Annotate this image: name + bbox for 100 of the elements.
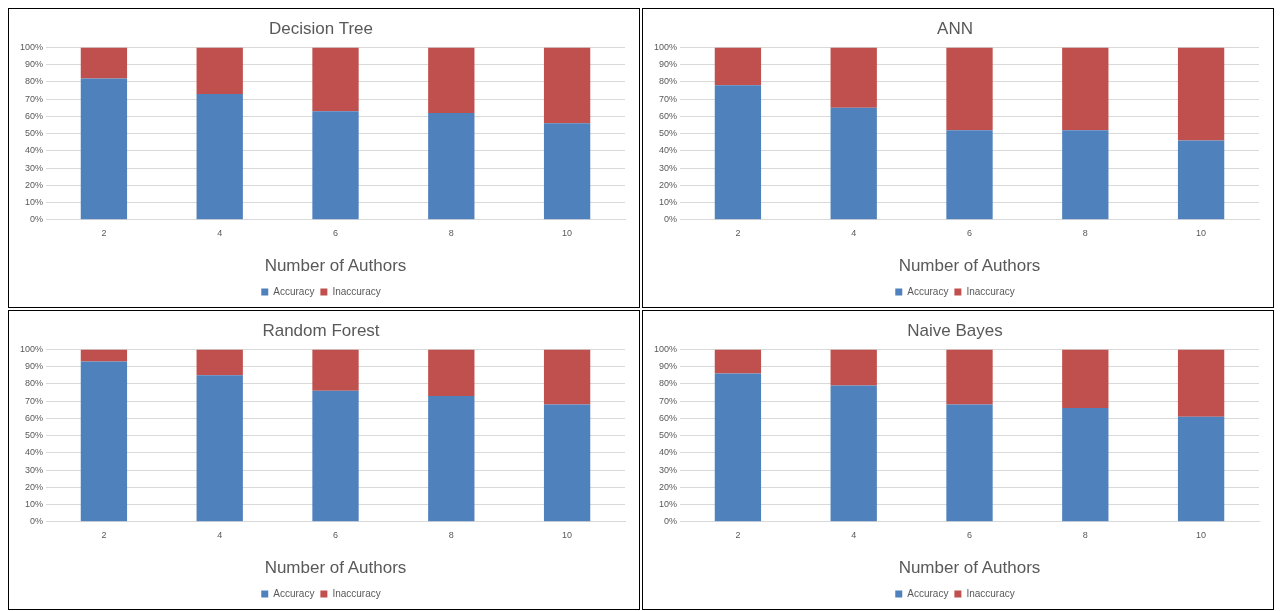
chart-title: Random Forest xyxy=(262,320,380,340)
bar xyxy=(830,349,877,386)
legend-label: Accuracy xyxy=(273,285,315,297)
bar xyxy=(714,47,762,86)
x-tick-label: 4 xyxy=(851,227,857,238)
bar xyxy=(714,349,762,374)
x-axis-title: Number of Authors xyxy=(264,256,407,276)
bar xyxy=(196,349,243,376)
x-tick-label: 2 xyxy=(735,529,741,540)
y-tick-label: 20% xyxy=(659,179,678,190)
bar xyxy=(428,47,475,113)
y-tick-label: 70% xyxy=(25,395,44,406)
x-tick-label: 4 xyxy=(851,529,857,540)
y-tick-label: 50% xyxy=(25,430,44,441)
bar xyxy=(196,375,243,522)
bar xyxy=(946,130,993,220)
x-tick-label: 4 xyxy=(217,227,223,238)
x-tick-label: 10 xyxy=(1196,529,1207,540)
y-tick-label: 60% xyxy=(25,110,44,121)
bar xyxy=(312,111,359,220)
bar xyxy=(714,85,762,220)
chart-title: Naive Bayes xyxy=(907,320,1003,340)
y-tick-label: 50% xyxy=(25,128,44,139)
y-tick-label: 20% xyxy=(659,481,678,492)
y-tick-label: 20% xyxy=(25,179,44,190)
y-tick-label: 30% xyxy=(659,162,678,173)
bar xyxy=(1177,349,1225,417)
x-tick-label: 8 xyxy=(448,227,454,238)
bar xyxy=(80,361,128,522)
y-tick-label: 40% xyxy=(659,447,678,458)
y-tick-label: 50% xyxy=(659,128,678,139)
x-tick-label: 4 xyxy=(217,529,223,540)
bar xyxy=(428,349,475,396)
y-tick-label: 30% xyxy=(659,464,678,475)
legend-label: Accuracy xyxy=(273,587,315,599)
legend-label: Accuracy xyxy=(907,587,949,599)
y-tick-label: 70% xyxy=(25,93,44,104)
y-tick-label: 90% xyxy=(25,59,44,70)
y-tick-label: 40% xyxy=(659,145,678,156)
bar xyxy=(1062,349,1109,409)
bar xyxy=(1177,416,1225,522)
y-tick-label: 30% xyxy=(25,464,44,475)
bar xyxy=(543,404,591,522)
x-axis-title: Number of Authors xyxy=(264,558,407,578)
y-tick-label: 80% xyxy=(25,378,44,389)
bar xyxy=(80,47,128,79)
bar xyxy=(543,349,591,405)
y-tick-label: 90% xyxy=(659,59,678,70)
y-tick-label: 70% xyxy=(659,93,678,104)
bar xyxy=(1062,130,1109,220)
bar xyxy=(196,47,243,94)
bar xyxy=(946,47,993,131)
x-axis-title: Number of Authors xyxy=(898,256,1041,276)
y-tick-label: 100% xyxy=(19,41,44,52)
bar xyxy=(80,78,128,220)
bar xyxy=(1177,47,1225,141)
y-tick-label: 90% xyxy=(25,361,44,372)
bar xyxy=(830,107,877,220)
x-tick-label: 8 xyxy=(448,529,454,540)
bar xyxy=(830,47,877,108)
x-tick-label: 8 xyxy=(1082,529,1088,540)
x-tick-label: 6 xyxy=(967,529,973,540)
chart-title: ANN xyxy=(937,18,973,38)
x-tick-label: 10 xyxy=(1196,227,1207,238)
bar xyxy=(1177,140,1225,220)
y-tick-label: 50% xyxy=(659,430,678,441)
y-tick-label: 60% xyxy=(659,412,678,423)
x-tick-label: 6 xyxy=(333,529,339,540)
x-tick-label: 6 xyxy=(967,227,973,238)
legend-label: Inaccuracy xyxy=(966,587,1015,599)
y-tick-label: 0% xyxy=(30,516,44,527)
y-tick-label: 40% xyxy=(25,447,44,458)
legend-label: Accuracy xyxy=(907,285,949,297)
y-tick-label: 80% xyxy=(659,378,678,389)
y-tick-label: 30% xyxy=(25,162,44,173)
y-tick-label: 10% xyxy=(659,499,678,510)
y-tick-label: 10% xyxy=(659,197,678,208)
y-tick-label: 80% xyxy=(25,76,44,87)
x-tick-label: 2 xyxy=(735,227,741,238)
bar xyxy=(830,385,877,522)
bar xyxy=(1062,408,1109,522)
y-tick-label: 40% xyxy=(25,145,44,156)
bar xyxy=(543,47,591,124)
x-tick-label: 2 xyxy=(101,529,107,540)
x-tick-label: 10 xyxy=(562,529,573,540)
x-tick-label: 10 xyxy=(562,227,573,238)
y-tick-label: 100% xyxy=(19,343,44,354)
x-tick-label: 6 xyxy=(333,227,339,238)
bar xyxy=(196,93,243,220)
bar xyxy=(714,373,762,522)
bar xyxy=(80,349,128,362)
x-tick-label: 2 xyxy=(101,227,107,238)
y-tick-label: 0% xyxy=(30,214,44,225)
y-tick-label: 60% xyxy=(25,412,44,423)
bar xyxy=(428,112,475,220)
bar xyxy=(428,395,475,522)
bar xyxy=(1062,47,1109,131)
bar xyxy=(312,47,359,112)
y-tick-label: 0% xyxy=(664,516,678,527)
bar xyxy=(946,349,993,405)
